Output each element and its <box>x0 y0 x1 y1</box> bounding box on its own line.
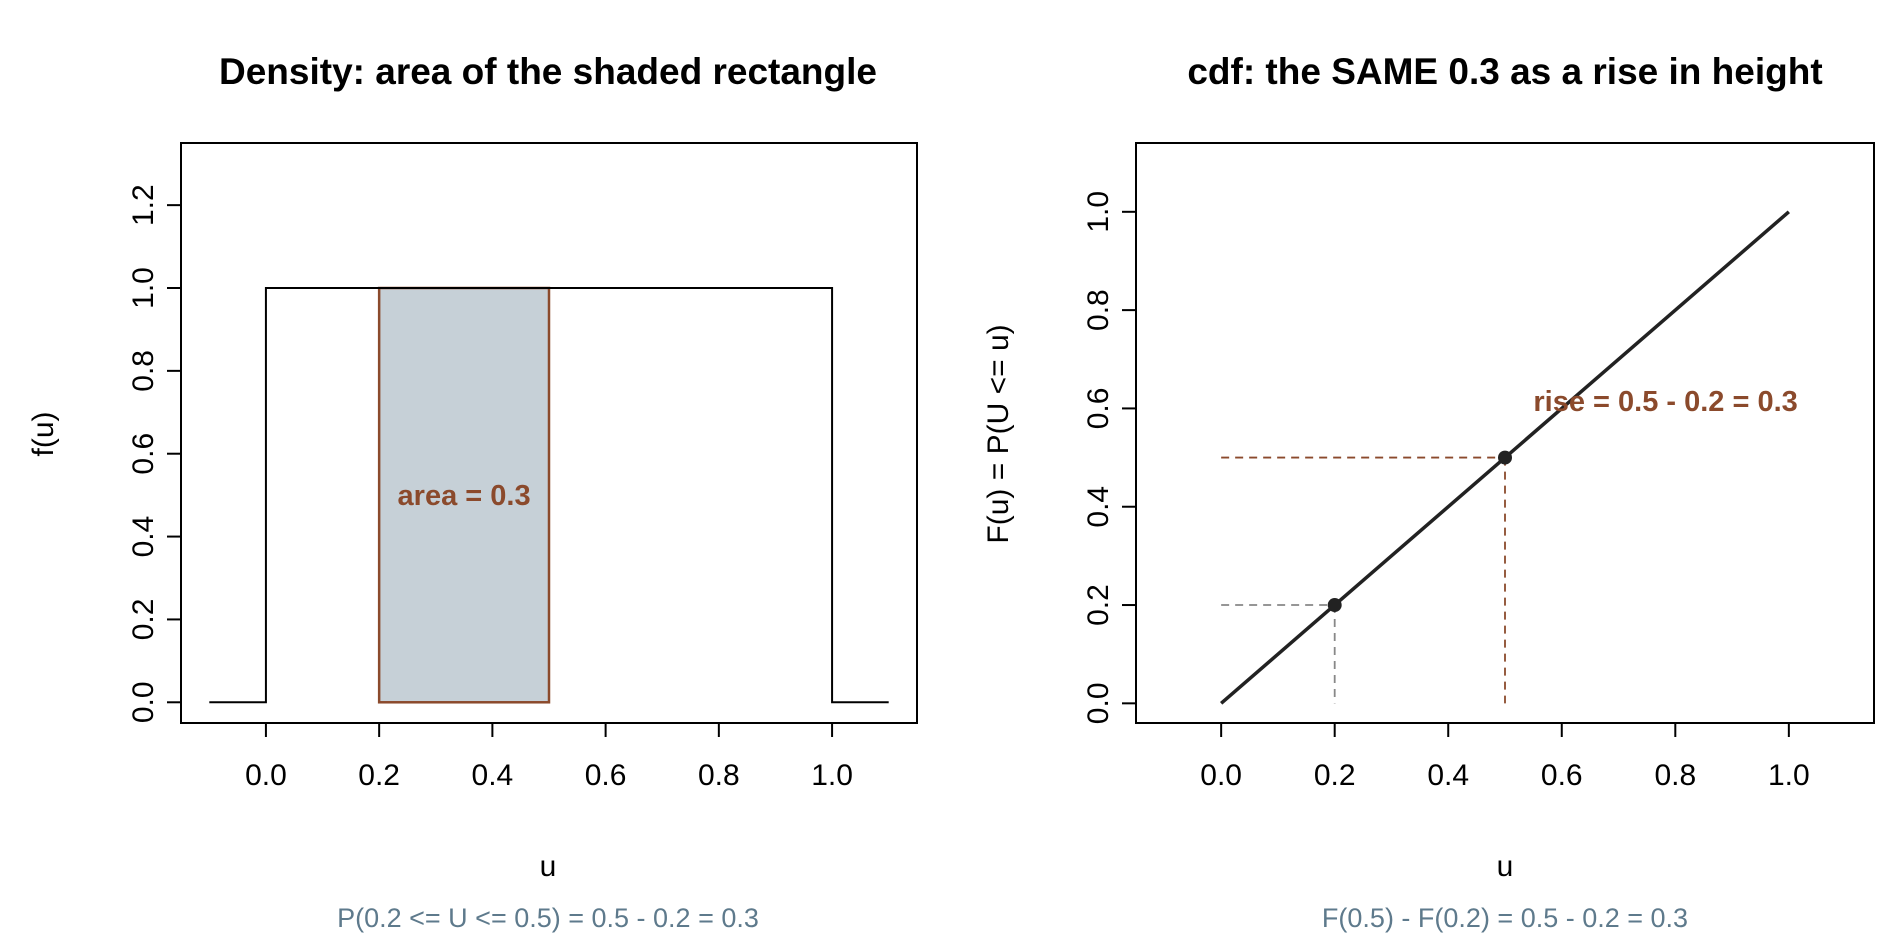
cdf-panel: cdf: the SAME 0.3 as a rise in height 0.… <box>982 51 1875 933</box>
x-axis: 0.0 0.2 0.4 0.6 0.8 1.0 <box>245 723 853 792</box>
y-tick-label: 0.4 <box>1082 486 1115 528</box>
x-tick-label: 1.0 <box>811 759 853 792</box>
x-axis: 0.0 0.2 0.4 0.6 0.8 1.0 <box>1200 723 1810 792</box>
x-tick-label: 0.8 <box>698 759 740 792</box>
y-tick-label: 0.6 <box>127 433 160 475</box>
points-layer <box>1327 450 1512 613</box>
y-tick-label: 1.0 <box>1082 191 1115 233</box>
x-axis-label: u <box>1497 850 1514 883</box>
x-tick-label: 0.2 <box>1314 759 1356 792</box>
shaded-rectangle <box>377 286 551 704</box>
cdf-point <box>1498 450 1512 465</box>
rise-annotation: rise = 0.5 - 0.2 = 0.3 <box>1533 386 1797 418</box>
chart-subtitle: P(0.2 <= U <= 0.5) = 0.5 - 0.2 = 0.3 <box>337 903 759 933</box>
chart-title: Density: area of the shaded rectangle <box>219 51 877 92</box>
plot-frame <box>1135 142 1875 724</box>
y-tick-label: 1.2 <box>127 184 160 226</box>
shaded-area-layer <box>377 286 551 704</box>
density-panel: Density: area of the shaded rectangle 0.… <box>27 51 918 933</box>
y-tick-label: 0.4 <box>127 516 160 558</box>
y-axis-label: f(u) <box>27 412 60 457</box>
x-tick-label: 1.0 <box>1768 759 1810 792</box>
series-layer <box>209 287 889 704</box>
guide-lines-layer <box>1221 456 1506 704</box>
x-tick-label: 0.0 <box>1200 759 1242 792</box>
y-tick-label: 0.0 <box>127 681 160 723</box>
x-tick-label: 0.6 <box>585 759 627 792</box>
x-tick-label: 0.8 <box>1654 759 1696 792</box>
y-tick-label: 0.8 <box>1082 289 1115 331</box>
chart-subtitle: F(0.5) - F(0.2) = 0.5 - 0.2 = 0.3 <box>1322 903 1688 933</box>
x-tick-label: 0.4 <box>1427 759 1469 792</box>
y-axis: 0.0 0.2 0.4 0.6 0.8 1.0 1.2 <box>127 184 181 723</box>
chart-title: cdf: the SAME 0.3 as a rise in height <box>1187 51 1822 92</box>
cdf-point <box>1327 598 1342 613</box>
y-tick-label: 0.8 <box>127 350 160 392</box>
y-axis: 0.0 0.2 0.4 0.6 0.8 1.0 <box>1082 191 1136 724</box>
area-annotation: area = 0.3 <box>398 480 531 512</box>
x-tick-label: 0.0 <box>245 759 287 792</box>
x-axis-label: u <box>540 850 557 883</box>
y-axis-label: F(u) = P(U <= u) <box>982 324 1015 543</box>
y-tick-label: 0.6 <box>1082 388 1115 430</box>
y-tick-label: 1.0 <box>127 267 160 309</box>
plot-frame <box>180 142 918 724</box>
y-tick-label: 0.0 <box>1082 682 1115 724</box>
y-tick-label: 0.2 <box>127 599 160 641</box>
y-tick-label: 0.2 <box>1082 584 1115 626</box>
x-tick-label: 0.2 <box>358 759 400 792</box>
x-tick-label: 0.6 <box>1541 759 1583 792</box>
density-line <box>209 287 889 704</box>
x-tick-label: 0.4 <box>472 759 514 792</box>
